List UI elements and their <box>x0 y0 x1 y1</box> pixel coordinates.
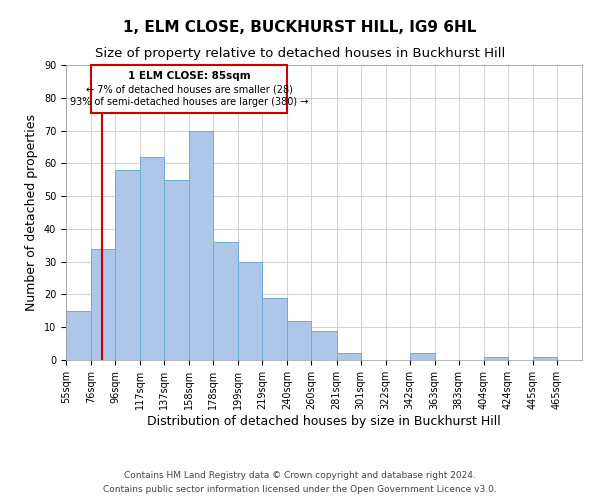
FancyBboxPatch shape <box>91 65 287 112</box>
Bar <box>337 354 361 360</box>
Text: 93% of semi-detached houses are larger (380) →: 93% of semi-detached houses are larger (… <box>70 97 308 107</box>
Bar <box>66 311 91 360</box>
Bar <box>484 356 508 360</box>
Text: 1, ELM CLOSE, BUCKHURST HILL, IG9 6HL: 1, ELM CLOSE, BUCKHURST HILL, IG9 6HL <box>124 20 476 35</box>
Text: ← 7% of detached houses are smaller (28): ← 7% of detached houses are smaller (28) <box>86 84 293 94</box>
Y-axis label: Number of detached properties: Number of detached properties <box>25 114 38 311</box>
Bar <box>115 170 140 360</box>
Bar <box>410 354 435 360</box>
Bar <box>140 157 164 360</box>
Bar <box>164 180 190 360</box>
Bar <box>533 356 557 360</box>
Bar <box>213 242 238 360</box>
Bar <box>91 248 115 360</box>
Text: 1 ELM CLOSE: 85sqm: 1 ELM CLOSE: 85sqm <box>128 72 251 82</box>
Bar <box>311 330 337 360</box>
Text: Contains public sector information licensed under the Open Government Licence v3: Contains public sector information licen… <box>103 484 497 494</box>
Text: Contains HM Land Registry data © Crown copyright and database right 2024.: Contains HM Land Registry data © Crown c… <box>124 472 476 480</box>
Text: Size of property relative to detached houses in Buckhurst Hill: Size of property relative to detached ho… <box>95 48 505 60</box>
Bar <box>287 320 311 360</box>
Bar <box>262 298 287 360</box>
Bar <box>190 130 213 360</box>
X-axis label: Distribution of detached houses by size in Buckhurst Hill: Distribution of detached houses by size … <box>147 414 501 428</box>
Bar <box>238 262 262 360</box>
